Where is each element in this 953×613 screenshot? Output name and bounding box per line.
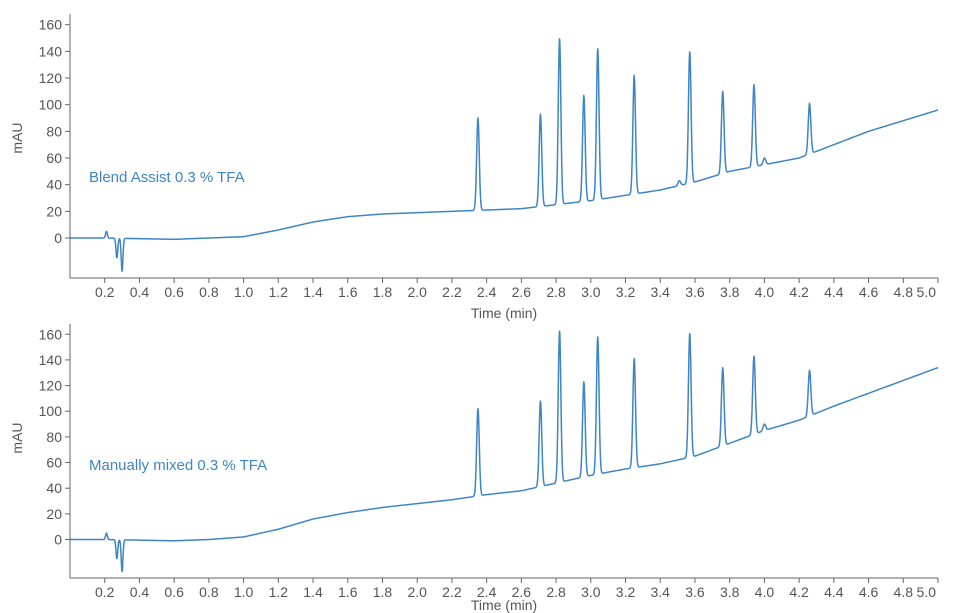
x-tick-label: 4.0	[755, 584, 775, 600]
x-tick-label: 3.2	[616, 584, 636, 600]
y-tick-label: 120	[39, 70, 63, 86]
y-ticks-top: 0 20 40 60 80 100 120 140 160	[39, 17, 70, 246]
x-tick-label: 2.4	[477, 584, 497, 600]
x-tick-label: 1.8	[373, 584, 393, 600]
x-tick-label: 2.8	[546, 284, 566, 300]
y-tick-label: 0	[54, 532, 62, 548]
y-axis-title: mAU	[9, 422, 25, 453]
y-tick-label: 20	[46, 506, 62, 522]
x-tick-label: 4.4	[824, 284, 844, 300]
x-axis-title: Time (min)	[471, 597, 537, 613]
x-tick-label: 1.2	[269, 284, 289, 300]
y-tick-label: 140	[39, 43, 63, 59]
x-tick-label: 4.6	[859, 584, 879, 600]
y-tick-label: 100	[39, 97, 63, 113]
y-tick-label: 40	[46, 480, 62, 496]
x-tick-label: 2.2	[442, 584, 462, 600]
x-tick-label: 4.0	[755, 284, 775, 300]
x-tick-label: 4.8	[894, 284, 914, 300]
y-tick-label: 140	[39, 352, 63, 368]
x-tick-label: 4.2	[789, 284, 809, 300]
x-tick-label: 2.6	[512, 584, 532, 600]
y-axis-title: mAU	[9, 122, 25, 153]
y-tick-label: 120	[39, 378, 63, 394]
trace-annotation: Blend Assist 0.3 % TFA	[89, 169, 245, 186]
x-tick-label: 3.6	[685, 284, 705, 300]
y-tick-label: 100	[39, 403, 63, 419]
x-tick-label: 0.2	[95, 284, 115, 300]
x-tick-label: 4.4	[824, 584, 844, 600]
x-tick-label: 0.8	[199, 284, 219, 300]
y-tick-label: 40	[46, 177, 62, 193]
x-tick-label: 3.8	[720, 284, 740, 300]
x-tick-label: 0.6	[164, 584, 184, 600]
x-tick-label: 0.2	[95, 584, 115, 600]
y-tick-label: 80	[46, 429, 62, 445]
x-tick-label: 4.8	[894, 584, 914, 600]
x-tick-label: 3.4	[651, 584, 671, 600]
x-tick-label: 2.6	[512, 284, 532, 300]
x-tick-label: 3.4	[651, 284, 671, 300]
x-tick-label: 1.4	[303, 584, 323, 600]
x-tick-label: 1.6	[338, 584, 358, 600]
x-tick-label: 5.0	[917, 284, 937, 300]
y-tick-label: 160	[39, 326, 63, 342]
x-tick-label: 3.6	[685, 584, 705, 600]
x-tick-label: 3.0	[581, 584, 601, 600]
x-tick-label: 4.6	[859, 284, 879, 300]
trace-annotation: Manually mixed 0.3 % TFA	[89, 457, 267, 474]
x-axis-title: Time (min)	[471, 305, 537, 321]
y-tick-label: 60	[46, 150, 62, 166]
x-tick-label: 1.4	[303, 284, 323, 300]
x-tick-label: 5.0	[917, 584, 937, 600]
x-tick-label: 3.8	[720, 584, 740, 600]
y-tick-label: 80	[46, 123, 62, 139]
y-tick-label: 0	[54, 230, 62, 246]
x-tick-label: 3.0	[581, 284, 601, 300]
x-tick-label: 1.2	[269, 584, 289, 600]
x-tick-label: 2.2	[442, 284, 462, 300]
x-tick-label: 1.0	[234, 584, 254, 600]
x-tick-label: 2.4	[477, 284, 497, 300]
x-tick-label: 1.0	[234, 284, 254, 300]
x-ticks-top: 0.2 0.4 0.6 0.8 1.0 1.2 1.4 1.6 1.8 2.0 2.2 2.4 2.6 2…	[95, 278, 939, 300]
x-tick-label: 0.4	[130, 284, 150, 300]
x-tick-label: 0.8	[199, 584, 219, 600]
signal-trace-top	[69, 38, 939, 273]
x-tick-label: 2.0	[407, 584, 427, 600]
signal-trace-bottom	[69, 330, 939, 573]
y-tick-label: 20	[46, 203, 62, 219]
x-ticks-bottom: 0.2 0.4 0.6 0.8 1.0 1.2 1.4 1.6 1.8 2.0 2.2 2.4 2.6 2…	[95, 578, 939, 600]
x-tick-label: 1.8	[373, 284, 393, 300]
y-tick-label: 160	[39, 17, 63, 33]
x-tick-label: 0.6	[164, 284, 184, 300]
x-tick-label: 0.4	[130, 584, 150, 600]
x-tick-label: 1.6	[338, 284, 358, 300]
y-tick-label: 60	[46, 455, 62, 471]
chart-top: 0 20 40 60 80 100 120 140 160 0.2 0.4 0.6 0.8 1.0 1.2…	[9, 14, 939, 321]
chart-bottom: 0 20 40 60 80 100 120 140 160 0.2 0.4 0.6 0.8 1.0 1.2…	[9, 324, 939, 613]
y-ticks-bottom: 0 20 40 60 80 100 120 140 160	[39, 326, 70, 548]
x-tick-label: 2.8	[546, 584, 566, 600]
x-tick-label: 4.2	[789, 584, 809, 600]
x-tick-label: 3.2	[616, 284, 636, 300]
x-tick-label: 2.0	[407, 284, 427, 300]
